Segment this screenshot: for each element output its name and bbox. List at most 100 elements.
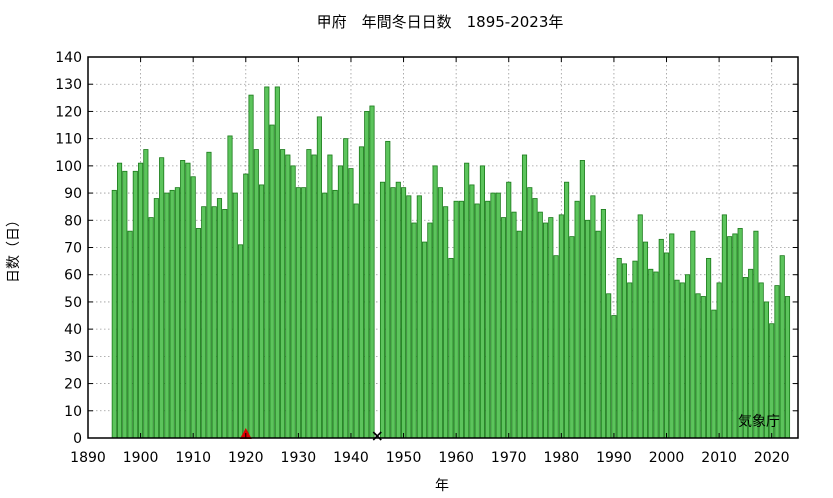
y-tick-label: 110 — [55, 132, 82, 148]
bar — [537, 211, 543, 439]
bar — [606, 293, 612, 439]
bar — [316, 116, 322, 439]
bar — [453, 200, 459, 439]
bar — [600, 208, 606, 439]
bar — [511, 211, 517, 439]
bar — [716, 282, 722, 439]
x-tick-label: 1920 — [228, 450, 264, 466]
bar — [595, 230, 601, 439]
bar — [395, 181, 401, 439]
bar — [248, 94, 254, 439]
x-tick-label: 1970 — [491, 450, 527, 466]
bar — [500, 217, 507, 439]
bar — [116, 162, 123, 439]
bar — [422, 241, 428, 439]
bar — [495, 192, 501, 439]
bar — [385, 140, 391, 439]
x-tick-label: 1990 — [596, 450, 632, 466]
bar — [301, 187, 307, 439]
bar — [464, 162, 470, 439]
bar — [127, 230, 133, 439]
bar — [159, 157, 165, 439]
bar — [732, 233, 738, 439]
bar — [379, 181, 386, 439]
x-axis-label: 年 — [435, 478, 449, 494]
bar — [721, 214, 727, 439]
bar — [558, 214, 564, 439]
bar — [274, 86, 280, 439]
bar — [527, 187, 533, 439]
bars — [111, 86, 791, 439]
bar — [532, 198, 538, 439]
x-tick-label: 1910 — [175, 450, 211, 466]
bar — [258, 184, 265, 439]
y-axis-label: 日数（日） — [6, 213, 22, 283]
bar — [153, 198, 159, 439]
y-tick-label: 30 — [64, 349, 82, 365]
bar — [290, 165, 296, 439]
bar — [548, 217, 554, 439]
bar — [474, 203, 480, 439]
bar — [280, 149, 286, 439]
y-ticks: 0 10 20 30 40 50 60 70 80 90 100 110 120 130 140 — [55, 50, 798, 447]
bar — [779, 255, 785, 439]
bar — [632, 260, 638, 439]
bar — [190, 176, 196, 439]
bar — [674, 279, 680, 439]
bar — [411, 222, 417, 439]
bar — [180, 160, 186, 439]
bar — [753, 230, 759, 439]
bar — [590, 195, 596, 439]
bar — [611, 315, 617, 439]
bar — [337, 165, 344, 439]
bar — [201, 206, 207, 439]
bar — [479, 165, 486, 439]
bar — [211, 206, 217, 439]
y-tick-label: 80 — [64, 213, 82, 229]
bar — [400, 187, 407, 439]
bar — [663, 252, 670, 439]
bar — [574, 200, 580, 439]
bar — [416, 195, 422, 439]
bar — [406, 195, 412, 439]
bar — [364, 111, 370, 439]
bar — [227, 135, 233, 439]
bar — [506, 181, 512, 439]
bar — [206, 151, 212, 439]
bar — [448, 257, 454, 439]
bar — [458, 200, 464, 439]
bar — [490, 192, 496, 439]
bar — [327, 154, 333, 439]
bar — [700, 296, 706, 439]
bar — [653, 271, 659, 439]
y-tick-label: 70 — [64, 241, 82, 257]
bar — [306, 149, 312, 439]
x-tick-label: 2010 — [701, 450, 737, 466]
x-tick-label: 1960 — [438, 450, 474, 466]
bar — [695, 293, 701, 439]
bar — [627, 282, 633, 439]
bar — [569, 236, 575, 439]
bar — [658, 238, 664, 439]
bar — [585, 219, 591, 439]
bar — [669, 233, 675, 439]
y-tick-label: 20 — [64, 377, 82, 393]
bar — [390, 187, 396, 439]
y-tick-label: 120 — [55, 104, 82, 120]
bar — [553, 255, 559, 439]
bar — [164, 192, 170, 439]
y-tick-label: 100 — [55, 159, 82, 175]
bar — [690, 230, 696, 439]
bar — [485, 200, 491, 439]
bar — [621, 263, 628, 439]
bar — [648, 268, 654, 439]
x-tick-label: 1930 — [281, 450, 317, 466]
bar — [542, 222, 549, 439]
x-tick-label: 2000 — [649, 450, 685, 466]
bar — [469, 184, 475, 439]
bar — [285, 154, 291, 439]
bar — [148, 217, 154, 439]
bar — [637, 214, 643, 439]
bar — [222, 208, 228, 439]
